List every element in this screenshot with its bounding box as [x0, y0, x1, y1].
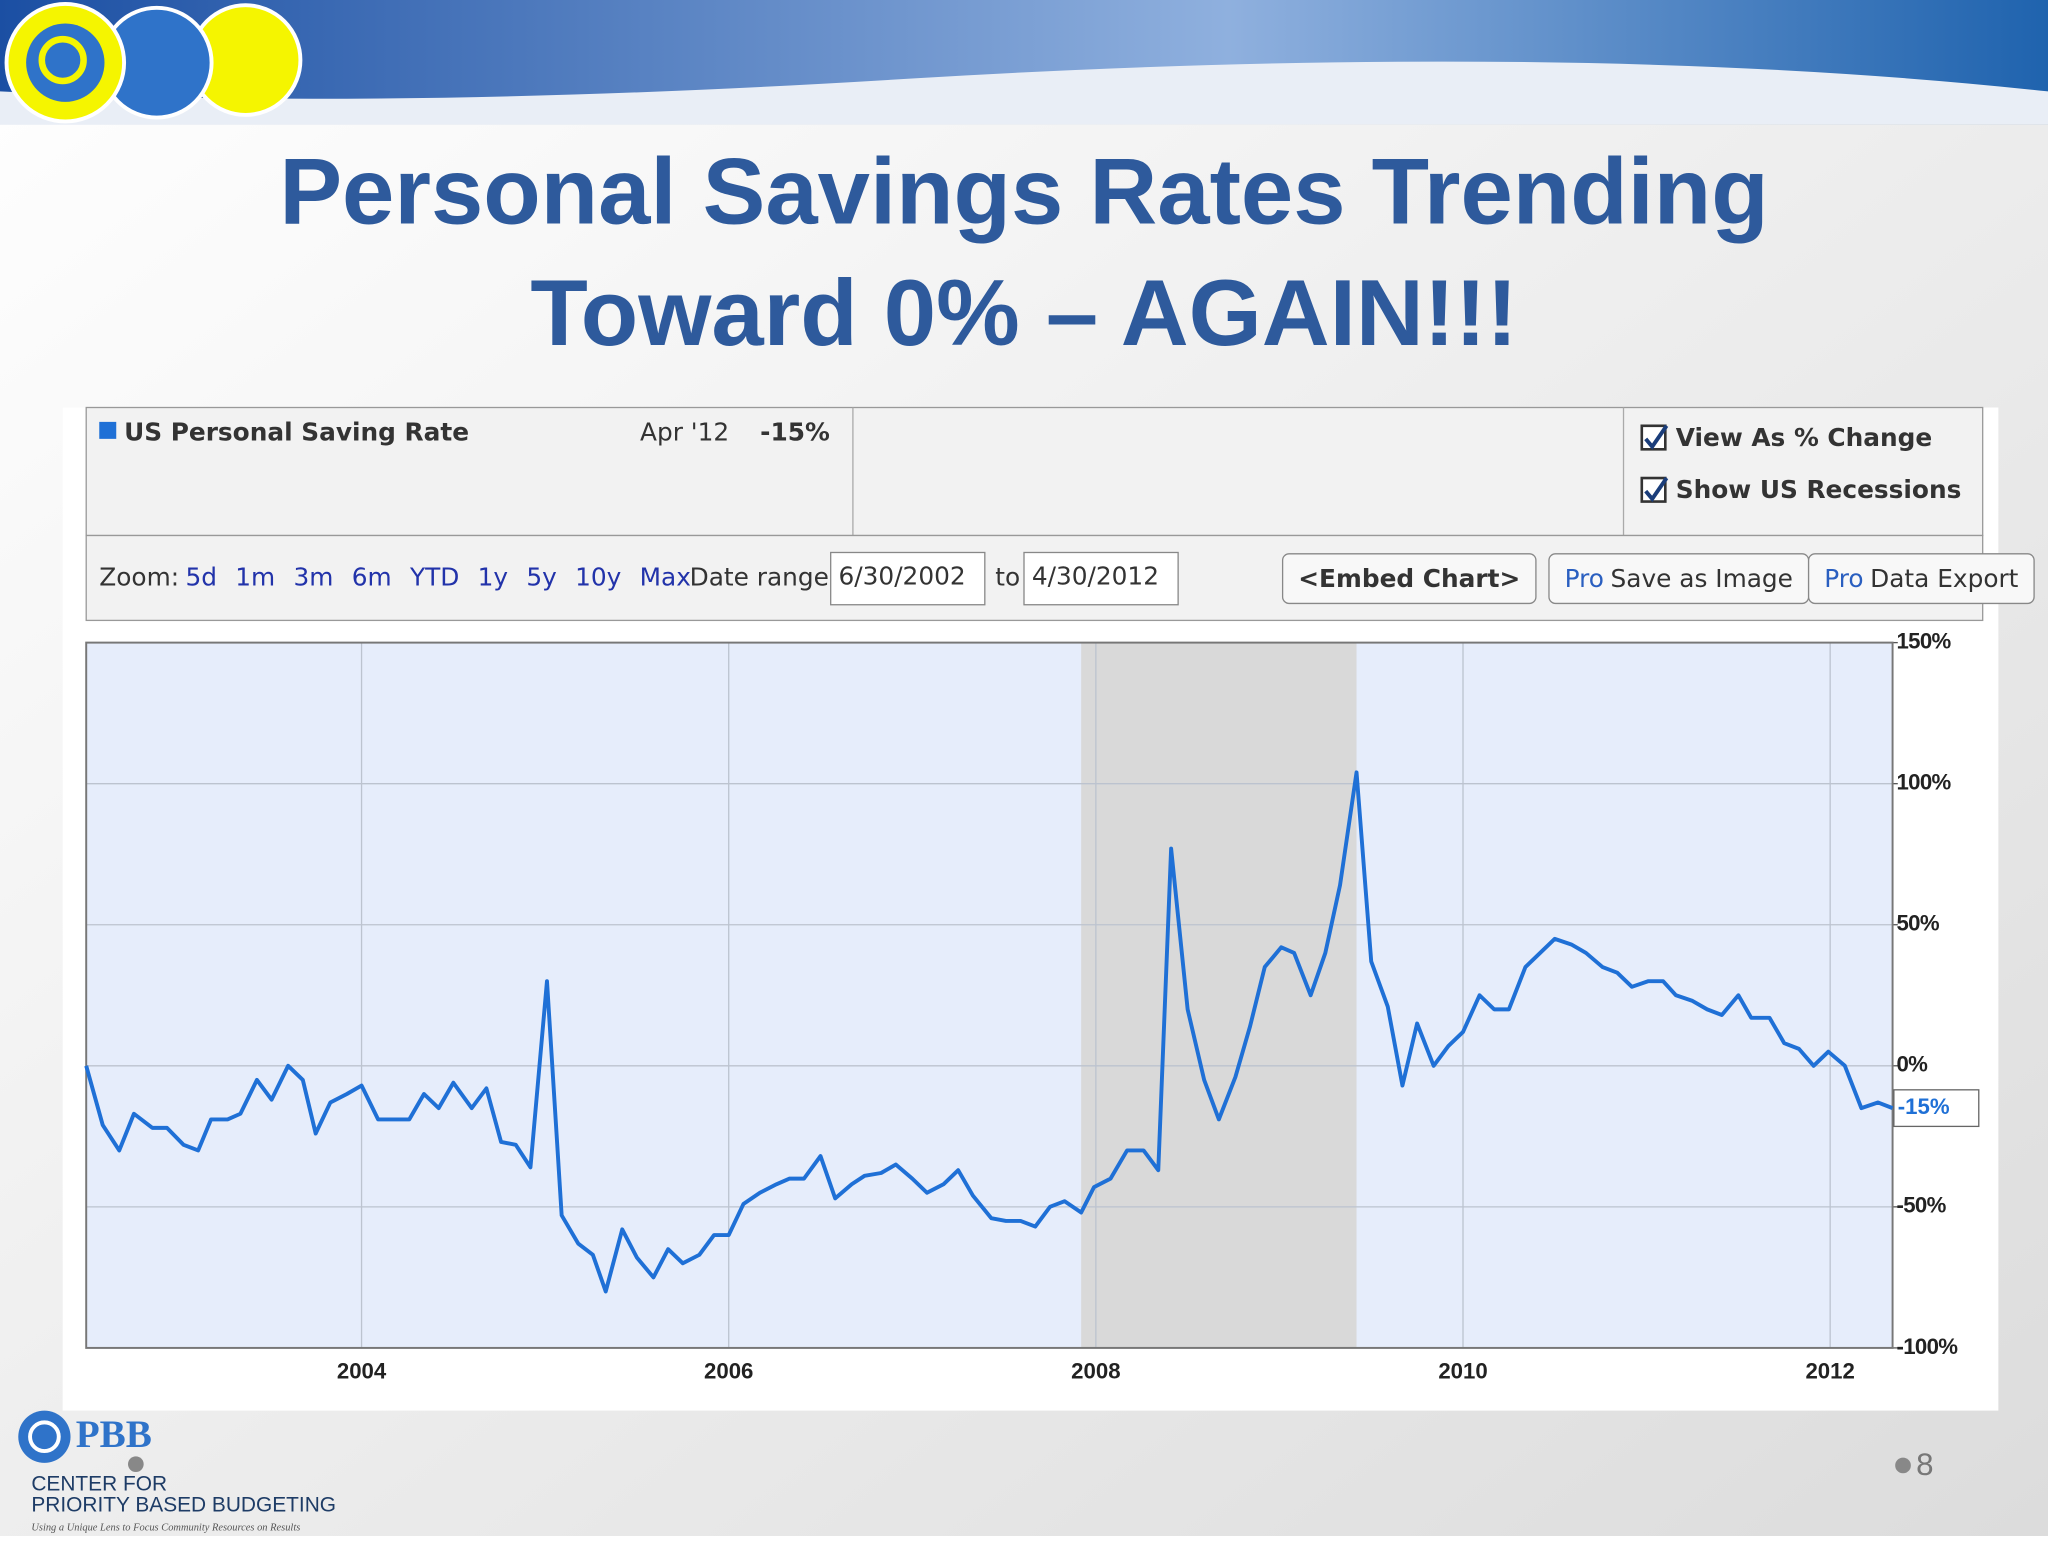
zoom-option[interactable]: 10y: [575, 563, 621, 592]
zoom-label: Zoom:: [99, 563, 179, 592]
footer-logo-mark: [28, 1420, 61, 1454]
legend-swatch: [99, 421, 117, 439]
series-line: [84, 770, 1894, 1294]
button-badge[interactable]: Pro: [1824, 564, 1863, 593]
zoom-option[interactable]: 1m: [235, 563, 275, 592]
logo-mark: [38, 35, 87, 85]
title-line: Toward 0% – AGAIN!!!: [530, 260, 1517, 365]
footer-org: CENTER FOR: [31, 1473, 167, 1496]
plot-frame: [85, 641, 1894, 1349]
x-tick-label: 2004: [337, 1359, 387, 1384]
button-label[interactable]: Save as Image: [1611, 564, 1793, 593]
date-input[interactable]: [830, 551, 986, 606]
date-to[interactable]: 4/30/2012: [1032, 561, 1159, 590]
button[interactable]: [1807, 553, 2035, 605]
y-tick-label: 150%: [1896, 628, 1951, 653]
button[interactable]: [1281, 553, 1537, 605]
x-tick-label: 2006: [704, 1359, 753, 1384]
legend-date: Apr '12: [640, 418, 729, 447]
title-line: Personal Savings Rates Trending: [279, 138, 1768, 243]
recession-band: [1081, 642, 1357, 1348]
bullet: [1895, 1457, 1911, 1474]
button-badge[interactable]: Pro: [1565, 564, 1604, 593]
footer-tagline: Using a Unique Lens to Focus Community R…: [31, 1523, 300, 1534]
zoom-option[interactable]: 5d: [185, 563, 217, 592]
swoosh: [0, 61, 2048, 125]
end-label-box: [1893, 1089, 1980, 1128]
legend-value: -15%: [760, 418, 830, 447]
plot-area: [86, 642, 1893, 1348]
y-tick-label: 50%: [1896, 911, 1939, 936]
checkbox-label[interactable]: View As % Change: [1676, 423, 1932, 452]
y-tick-label: -100%: [1896, 1334, 1958, 1359]
x-tick-label: 2008: [1071, 1359, 1120, 1384]
zoom-option[interactable]: Max: [640, 563, 691, 592]
date-from[interactable]: 6/30/2002: [839, 561, 966, 590]
date-input[interactable]: [1023, 551, 1179, 606]
footer-logo: PBB: [76, 1413, 152, 1456]
button-label[interactable]: Data Export: [1870, 564, 2019, 593]
zoom-option[interactable]: 3m: [294, 563, 334, 592]
logo-mark: [26, 23, 105, 102]
checkmark[interactable]: [1644, 476, 1669, 503]
button-label[interactable]: <Embed Chart>: [1298, 564, 1520, 593]
x-tick-label: 2010: [1438, 1359, 1487, 1384]
bullet: [128, 1456, 144, 1472]
zoom-option[interactable]: YTD: [409, 563, 459, 592]
y-tick-label: -50%: [1896, 1193, 1946, 1218]
date-range-label: Date range:: [690, 563, 838, 592]
legend-label: US Personal Saving Rate: [124, 418, 469, 447]
zoom-option[interactable]: 1y: [478, 563, 508, 592]
checkbox-label[interactable]: Show US Recessions: [1676, 475, 1962, 504]
end-label: -15%: [1898, 1094, 1950, 1119]
y-tick-label: 0%: [1896, 1052, 1928, 1077]
footer-logo-mark: [18, 1410, 71, 1463]
y-tick-label: 100%: [1896, 770, 1951, 795]
date-to-label: to: [995, 563, 1020, 592]
x-tick-label: 2012: [1805, 1359, 1854, 1384]
page-number: 8: [1916, 1447, 1933, 1482]
zoom-option[interactable]: 5y: [526, 563, 556, 592]
checkmark[interactable]: [1644, 424, 1669, 450]
zoom-option[interactable]: 6m: [352, 563, 392, 592]
footer-org: PRIORITY BASED BUDGETING: [31, 1493, 336, 1516]
